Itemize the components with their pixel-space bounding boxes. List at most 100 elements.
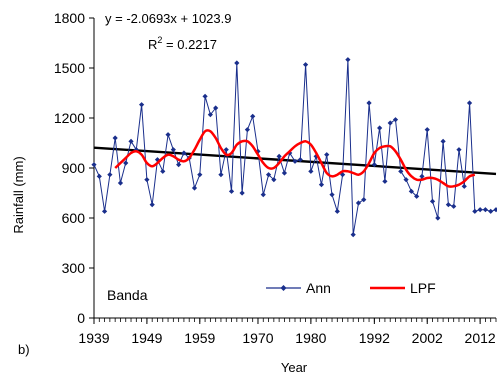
ann-point [91, 162, 97, 168]
ann-point [260, 192, 266, 198]
legend-ann-marker [280, 285, 287, 291]
ann-point [139, 102, 145, 108]
ann-point [191, 185, 198, 191]
ann-point [176, 162, 182, 168]
ann-point [461, 183, 467, 189]
ann-point [149, 202, 155, 208]
r-squared-label: R2 = 0.2217 [148, 35, 217, 52]
series-ann [91, 57, 497, 238]
ann-point [144, 177, 150, 183]
ann-point [101, 208, 108, 214]
y-tick-label: 1800 [54, 10, 85, 26]
ann-point [472, 208, 478, 214]
ann-point [165, 132, 171, 138]
ann-point [302, 62, 309, 68]
ann-point [477, 207, 483, 213]
ann-point [228, 188, 235, 194]
ann-point [117, 180, 124, 186]
ann-point [324, 152, 330, 158]
ann-point [466, 100, 473, 106]
ann-point [128, 138, 134, 144]
ann-point [488, 208, 494, 214]
ann-point [276, 153, 282, 159]
ann-point [371, 162, 377, 168]
ann-point [435, 215, 441, 221]
y-tick-label: 1200 [54, 110, 85, 126]
y-tick-label: 1500 [54, 60, 85, 76]
ann-point [250, 113, 256, 119]
x-tick-label: 1959 [184, 330, 215, 346]
ann-point [207, 112, 213, 118]
ann-point [366, 100, 372, 106]
panel-label: b) [18, 342, 30, 357]
ann-point [377, 125, 383, 131]
ann-point [297, 157, 303, 163]
x-tick-label: 1949 [131, 330, 162, 346]
ann-point [160, 168, 166, 174]
series-lpf [114, 129, 476, 188]
ann-point [170, 147, 176, 153]
ann-point [429, 198, 436, 204]
y-tick-label: 300 [62, 260, 86, 276]
ann-point [451, 203, 457, 209]
x-axis-title: Year [281, 360, 308, 375]
y-tick-label: 900 [62, 160, 86, 176]
ann-point [382, 178, 388, 184]
ann-point [112, 135, 118, 141]
ann-point [361, 197, 367, 203]
ann-point [392, 117, 399, 123]
ann-point [239, 190, 245, 196]
ann-point [329, 192, 335, 198]
ann-point [419, 173, 425, 179]
ann-point [96, 173, 102, 179]
ann-point [234, 60, 240, 66]
ann-point [334, 208, 340, 214]
x-tick-label: 1992 [359, 330, 390, 346]
ann-point [355, 200, 362, 206]
ann-point [218, 172, 224, 178]
legend-ann-label: Ann [306, 280, 331, 296]
lpf-line [114, 129, 476, 188]
ann-point [308, 168, 314, 174]
ann-point [265, 172, 272, 178]
y-tick-label: 0 [77, 310, 85, 326]
ann-point [387, 120, 393, 126]
y-tick-label: 600 [62, 210, 86, 226]
station-label: Banda [107, 287, 148, 303]
ann-point [340, 172, 346, 178]
ann-point [456, 147, 462, 153]
chart-frame [89, 17, 497, 324]
ann-point [398, 168, 404, 174]
y-axis-title: Rainfall (mm) [11, 156, 26, 233]
ann-point [223, 147, 229, 153]
ann-point [493, 207, 497, 213]
x-tick-label: 1939 [78, 330, 109, 346]
ann-point [255, 148, 261, 154]
x-tick-label: 2002 [412, 330, 443, 346]
ann-point [281, 170, 288, 176]
ann-point [107, 172, 113, 178]
x-tick-label: 2012 [465, 330, 496, 346]
ann-point [414, 193, 420, 199]
ann-point [181, 150, 187, 156]
ann-point [424, 127, 430, 133]
x-tick-label: 1970 [242, 330, 273, 346]
legend: Ann LPF [266, 280, 436, 296]
ann-point [318, 182, 325, 188]
ann-point [482, 207, 489, 213]
ann-point [345, 57, 351, 63]
legend-lpf-label: LPF [410, 280, 436, 296]
ann-point [292, 158, 298, 164]
ann-point [350, 232, 356, 238]
ann-point [445, 202, 451, 208]
ann-point [197, 172, 203, 178]
ann-point [123, 160, 129, 166]
ann-point [403, 177, 409, 183]
trend-equation: y = -2.0693x + 1023.9 [105, 11, 231, 26]
tick-labels: 0 300 600 900 1200 1500 1800 1939 1949 1959 1970 19… [54, 10, 496, 346]
ann-point [271, 177, 277, 183]
x-tick-label: 1980 [295, 330, 326, 346]
ann-point [213, 105, 219, 111]
ann-point [408, 188, 414, 194]
